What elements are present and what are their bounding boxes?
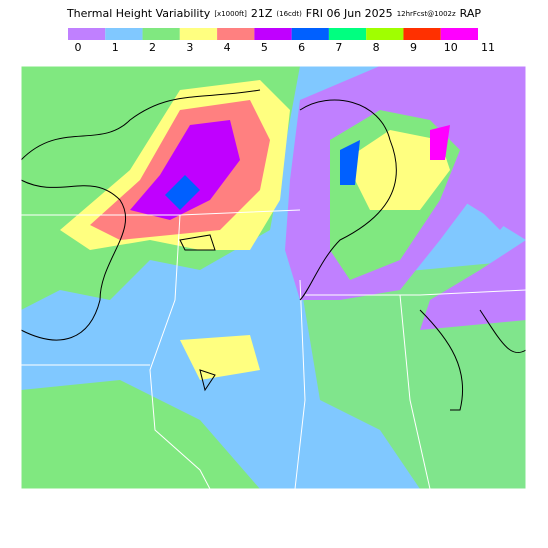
legend-label: 7 bbox=[335, 41, 342, 54]
legend-label: 1 bbox=[112, 41, 119, 54]
map bbox=[20, 65, 527, 490]
legend-label: 6 bbox=[298, 41, 305, 54]
title-part: Thermal Height Variability bbox=[66, 7, 211, 20]
legend-label: 8 bbox=[373, 41, 380, 54]
legend-label: 5 bbox=[261, 41, 268, 54]
field-purple bbox=[130, 120, 240, 220]
title-part: [x1000ft] bbox=[214, 10, 247, 18]
field-blue bbox=[165, 175, 200, 210]
title-part: 12hrFcst@1002z bbox=[397, 10, 456, 18]
legend-swatch bbox=[366, 28, 404, 40]
legend-swatch bbox=[105, 28, 143, 40]
legend-swatch bbox=[328, 28, 367, 40]
field-blue bbox=[340, 140, 360, 185]
title-part: RAP bbox=[460, 7, 482, 20]
legend-label: 4 bbox=[224, 41, 231, 54]
legend-swatch bbox=[68, 28, 106, 40]
field-magenta bbox=[430, 125, 450, 160]
legend-swatch bbox=[291, 28, 329, 40]
title: Thermal Height Variability [x1000ft] 21Z (1… bbox=[66, 7, 481, 20]
legend-label: 0 bbox=[75, 41, 82, 54]
contours bbox=[20, 89, 527, 411]
field-yellow bbox=[345, 130, 450, 210]
legend-swatch bbox=[403, 28, 441, 40]
title-part: (16cdt) bbox=[276, 10, 302, 18]
legend-swatch bbox=[217, 28, 255, 40]
legend-label: 10 bbox=[444, 41, 458, 54]
legend-label: 3 bbox=[186, 41, 193, 54]
legend-label: 9 bbox=[410, 41, 417, 54]
legend-label: 2 bbox=[149, 41, 156, 54]
legend-swatch bbox=[142, 28, 180, 40]
legend-swatch bbox=[179, 28, 218, 40]
title-part: FRI 06 Jun 2025 bbox=[306, 7, 393, 20]
title-part: 21Z bbox=[251, 7, 273, 20]
legend: 0 1 2 3 4 5 6 7 8 9 10 11 bbox=[68, 28, 495, 54]
legend-swatch bbox=[254, 28, 292, 40]
field-green bbox=[21, 380, 260, 489]
legend-label: 11 bbox=[481, 41, 495, 54]
state-lines bbox=[21, 209, 527, 490]
map-frame bbox=[20, 65, 527, 490]
field-yellow bbox=[180, 335, 260, 380]
legend-swatch bbox=[440, 28, 478, 40]
